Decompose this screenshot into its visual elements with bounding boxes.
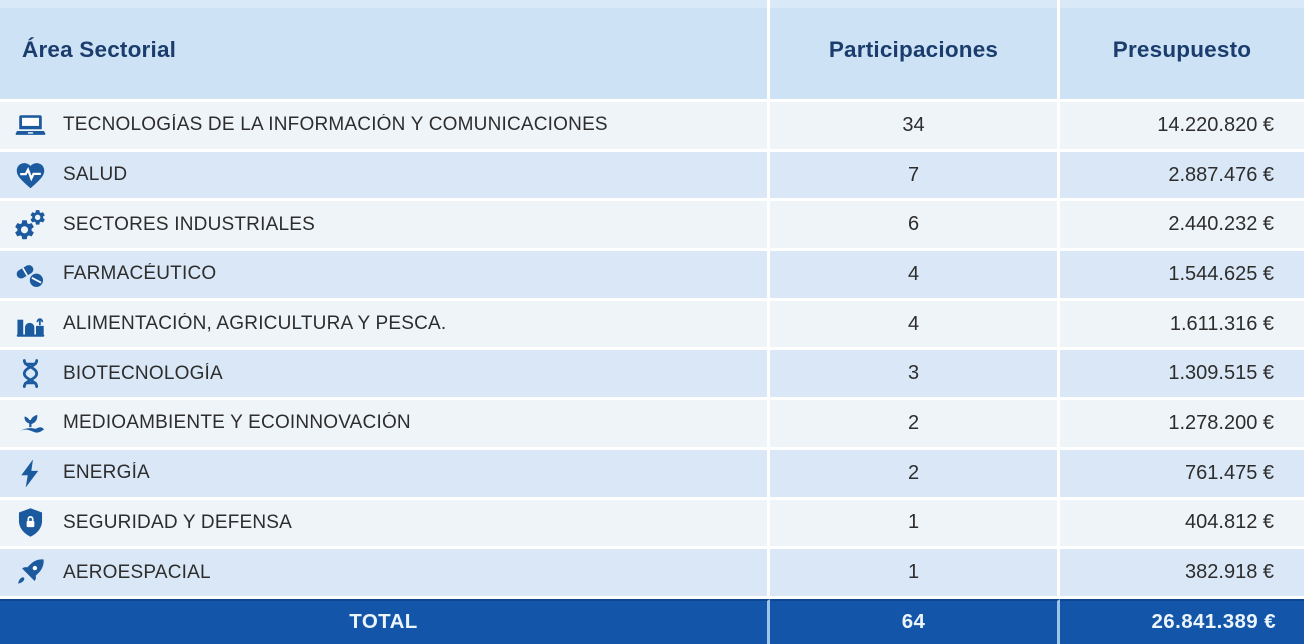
participaciones-value: 1 [770,549,1060,599]
presupuesto-value: 2.887.476 € [1060,151,1304,202]
total-participaciones: 64 [770,598,1060,644]
table-row: FARMACÉUTICO 4 1.544.625 € [0,251,1304,301]
area-label: SALUD [63,164,128,186]
area-label: SEGURIDAD Y DEFENSA [63,511,293,533]
table-row: SALUD 7 2.887.476 € [0,151,1304,202]
area-label: MEDIOAMBIENTE Y ECOINNOVACIÓN [63,412,411,434]
table-row: SECTORES INDUSTRIALES 6 2.440.232 € [0,201,1304,252]
table-row: BIOTECNOLOGÍA 3 1.309.515 € [0,350,1304,401]
column-header-area: Área Sectorial [0,0,770,102]
area-label: BIOTECNOLOGÍA [63,362,223,384]
area-label: AEROESPACIAL [63,561,211,583]
rocket-icon [14,556,47,589]
table-header: Área Sectorial Participaciones Presupues… [0,0,1304,102]
presupuesto-value: 14.220.820 € [1060,102,1304,152]
area-label: FARMACÉUTICO [63,263,217,285]
energy-icon [14,457,47,490]
presupuesto-value: 1.278.200 € [1060,400,1304,450]
area-cell: ENERGÍA [0,449,770,500]
table-row: TECNOLOGÍAS DE LA INFORMACIÓN Y COMUNICA… [0,102,1304,152]
shield-icon [14,506,47,539]
participaciones-value: 1 [770,499,1060,550]
participaciones-value: 34 [770,102,1060,152]
area-cell: BIOTECNOLOGÍA [0,350,770,401]
participaciones-value: 2 [770,449,1060,500]
participaciones-value: 7 [770,151,1060,202]
participaciones-value: 4 [770,251,1060,301]
area-cell: ALIMENTACIÓN, AGRICULTURA Y PESCA. [0,300,770,351]
gears-icon [14,208,47,241]
participaciones-value: 6 [770,201,1060,252]
area-label: SECTORES INDUSTRIALES [63,213,315,235]
laptop-icon [14,109,47,142]
column-header-presupuesto: Presupuesto [1060,0,1304,102]
table-row: SEGURIDAD Y DEFENSA 1 404.812 € [0,499,1304,550]
presupuesto-value: 761.475 € [1060,449,1304,500]
presupuesto-value: 1.309.515 € [1060,350,1304,401]
presupuesto-value: 382.918 € [1060,549,1304,599]
area-cell: SECTORES INDUSTRIALES [0,201,770,252]
farm-icon [14,308,47,341]
area-cell: TECNOLOGÍAS DE LA INFORMACIÓN Y COMUNICA… [0,102,770,152]
eco-icon [14,407,47,440]
pills-icon [14,258,47,291]
table-row: MEDIOAMBIENTE Y ECOINNOVACIÓN 2 1.278.20… [0,400,1304,450]
column-header-participaciones: Participaciones [770,0,1060,102]
table-row: AEROESPACIAL 1 382.918 € [0,549,1304,599]
table-row: ENERGÍA 2 761.475 € [0,449,1304,500]
participaciones-value: 2 [770,400,1060,450]
area-cell: FARMACÉUTICO [0,251,770,301]
participaciones-value: 3 [770,350,1060,401]
presupuesto-value: 2.440.232 € [1060,201,1304,252]
total-label: TOTAL [0,598,770,644]
table-body: TECNOLOGÍAS DE LA INFORMACIÓN Y COMUNICA… [0,102,1304,599]
total-presupuesto: 26.841.389 € [1060,598,1304,644]
area-cell: MEDIOAMBIENTE Y ECOINNOVACIÓN [0,400,770,450]
area-cell: SALUD [0,151,770,202]
area-label: ALIMENTACIÓN, AGRICULTURA Y PESCA. [63,313,447,335]
presupuesto-value: 1.544.625 € [1060,251,1304,301]
dna-icon [14,357,47,390]
presupuesto-value: 404.812 € [1060,499,1304,550]
area-cell: AEROESPACIAL [0,549,770,599]
participaciones-value: 4 [770,300,1060,351]
heartbeat-icon [14,159,47,192]
total-row: TOTAL 64 26.841.389 € [0,598,1304,644]
area-cell: SEGURIDAD Y DEFENSA [0,499,770,550]
table-row: ALIMENTACIÓN, AGRICULTURA Y PESCA. 4 1.6… [0,300,1304,351]
area-label: TECNOLOGÍAS DE LA INFORMACIÓN Y COMUNICA… [63,114,608,136]
presupuesto-value: 1.611.316 € [1060,300,1304,351]
area-label: ENERGÍA [63,462,150,484]
